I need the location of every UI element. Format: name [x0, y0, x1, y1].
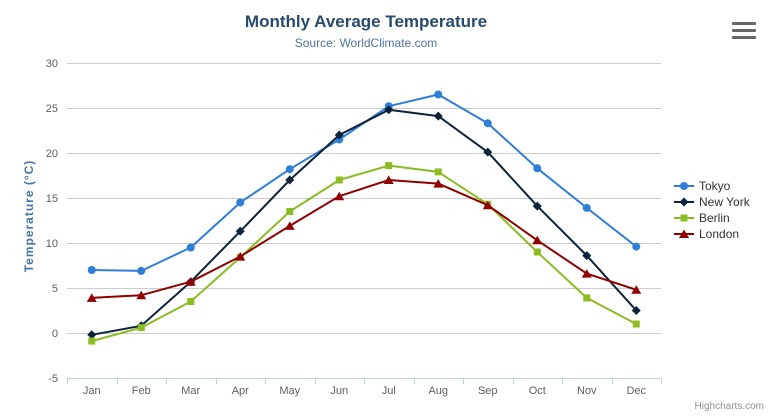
legend-item-tokyo[interactable]: Tokyo: [674, 178, 750, 193]
data-point-berlin-may[interactable]: [286, 208, 294, 215]
data-point-berlin-jun[interactable]: [335, 176, 343, 184]
data-point-berlin-aug[interactable]: [434, 168, 442, 176]
y-axis-label-15: 15: [46, 193, 58, 205]
data-point-new-york-oct[interactable]: [532, 201, 542, 211]
data-point-london-may[interactable]: [284, 221, 295, 230]
data-point-tokyo-aug[interactable]: [434, 90, 443, 99]
export-menu-icon[interactable]: [732, 22, 756, 39]
burger-bar: [732, 28, 756, 33]
square-marker-icon: [674, 214, 694, 221]
legend-label: Tokyo: [699, 178, 731, 193]
data-point-berlin-oct[interactable]: [533, 248, 541, 256]
data-point-berlin-mar[interactable]: [187, 298, 195, 305]
data-point-berlin-feb[interactable]: [137, 324, 145, 332]
chart-subtitle: Source: WorldClimate.com: [294, 36, 438, 50]
burger-bar: [732, 35, 756, 39]
series-line-tokyo[interactable]: [90, 93, 638, 272]
data-point-berlin-jan[interactable]: [88, 337, 96, 345]
x-axis-label-apr: Apr: [232, 385, 249, 397]
legend-marker-london[interactable]: [679, 229, 689, 238]
y-axis-label-30: 30: [46, 58, 58, 70]
legend-item-london[interactable]: London: [674, 226, 750, 241]
legend-marker-tokyo[interactable]: [680, 181, 688, 190]
y-axis-label-25: 25: [46, 103, 58, 115]
x-axis-label-mar: Mar: [181, 385, 200, 397]
series-line-new-york[interactable]: [90, 108, 638, 336]
triangle-marker-icon: [674, 229, 694, 238]
legend: Tokyo New York Berlin London: [674, 178, 750, 241]
data-point-london-feb[interactable]: [136, 290, 147, 300]
legend-marker-new-york[interactable]: [679, 197, 689, 206]
circle-marker-icon: [674, 181, 694, 190]
legend-symbol-berlin: [674, 212, 694, 224]
data-point-tokyo-mar[interactable]: [186, 243, 195, 252]
y-axis-label-20: 20: [46, 148, 58, 160]
data-point-tokyo-dec[interactable]: [632, 242, 641, 251]
x-axis-label-nov: Nov: [577, 385, 597, 397]
legend-label: New York: [699, 194, 750, 209]
legend-label: Berlin: [699, 210, 730, 225]
data-point-new-york-dec[interactable]: [631, 306, 641, 315]
y-axis-label-5: 5: [52, 283, 58, 295]
data-point-new-york-jun[interactable]: [334, 130, 344, 140]
data-point-tokyo-nov[interactable]: [582, 203, 591, 212]
data-point-london-jul[interactable]: [383, 175, 394, 185]
data-point-london-nov[interactable]: [581, 269, 592, 278]
data-point-tokyo-feb[interactable]: [137, 266, 146, 275]
chart-title: Monthly Average Temperature: [244, 12, 488, 31]
x-axis-label-jul: Jul: [382, 385, 396, 397]
data-point-london-sep[interactable]: [482, 200, 493, 210]
x-axis-label-dec: Dec: [626, 385, 646, 397]
data-point-tokyo-apr[interactable]: [236, 198, 245, 207]
data-point-new-york-may[interactable]: [285, 175, 295, 185]
x-axis-label-oct: Oct: [529, 385, 546, 397]
x-axis-label-jun: Jun: [330, 385, 348, 397]
x-axis-label-feb: Feb: [132, 385, 151, 397]
data-point-new-york-aug[interactable]: [433, 111, 443, 121]
data-point-berlin-dec[interactable]: [632, 320, 640, 328]
data-point-new-york-jul[interactable]: [384, 105, 394, 115]
highcharts-credit[interactable]: Highcharts.com: [694, 401, 764, 412]
data-point-london-jun[interactable]: [334, 191, 345, 201]
y-axis-label-0: 0: [52, 328, 58, 340]
x-axis-label-sep: Sep: [478, 385, 498, 397]
diamond-marker-icon: [674, 197, 694, 206]
data-point-berlin-jul[interactable]: [385, 162, 393, 170]
data-point-new-york-nov[interactable]: [582, 251, 592, 261]
data-point-london-jan[interactable]: [86, 293, 97, 302]
legend-item-new-york[interactable]: New York: [674, 194, 750, 209]
data-point-tokyo-oct[interactable]: [533, 164, 542, 173]
data-point-new-york-sep[interactable]: [483, 147, 493, 157]
data-point-tokyo-jan[interactable]: [87, 266, 96, 274]
data-point-tokyo-may[interactable]: [285, 165, 294, 174]
legend-item-berlin[interactable]: Berlin: [674, 210, 750, 225]
data-point-london-oct[interactable]: [532, 235, 543, 245]
legend-label: London: [699, 226, 740, 241]
legend-symbol-new-york: [674, 196, 694, 208]
data-point-london-dec[interactable]: [631, 285, 642, 294]
x-axis-label-jan: Jan: [83, 385, 101, 397]
x-axis-label-may: May: [279, 385, 300, 397]
legend-marker-berlin[interactable]: [680, 214, 688, 221]
data-point-london-apr[interactable]: [235, 252, 246, 261]
data-point-berlin-nov[interactable]: [583, 294, 591, 302]
burger-bar: [732, 22, 756, 26]
y-axis-label-10: 10: [46, 238, 58, 250]
data-point-london-aug[interactable]: [433, 179, 444, 188]
data-point-london-mar[interactable]: [185, 277, 196, 286]
data-point-tokyo-sep[interactable]: [483, 119, 492, 128]
legend-symbol-tokyo: [674, 180, 694, 192]
legend-symbol-london: [674, 228, 694, 240]
data-point-new-york-apr[interactable]: [235, 226, 245, 236]
data-point-new-york-jan[interactable]: [87, 330, 97, 340]
x-axis-label-aug: Aug: [428, 385, 448, 397]
series-line-london[interactable]: [90, 179, 638, 299]
series-line-berlin[interactable]: [90, 164, 638, 343]
y-axis-label--5: -5: [48, 373, 58, 385]
y-axis-title: Temperature (°C): [22, 159, 36, 273]
